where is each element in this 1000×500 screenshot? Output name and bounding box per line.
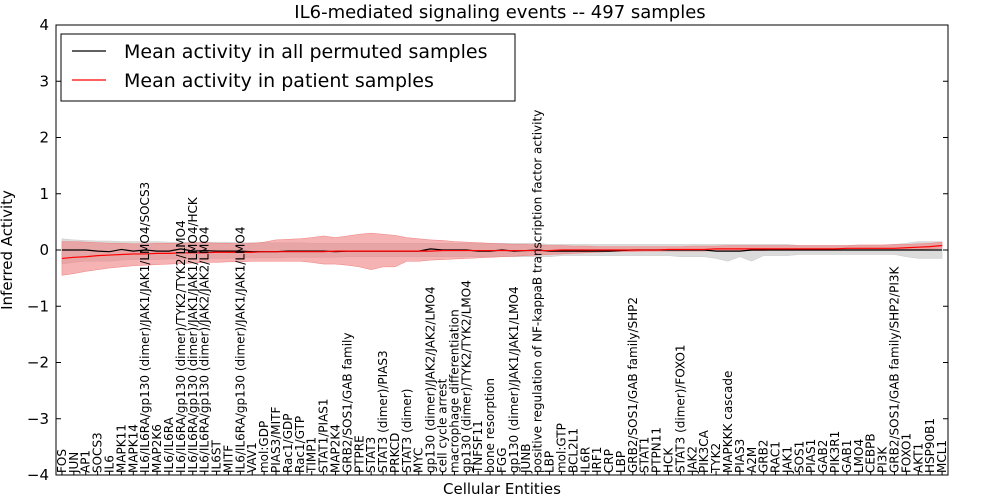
category-label: LBP	[614, 451, 628, 473]
category-label: FOXO1	[899, 433, 913, 473]
category-label: bone resorption	[483, 378, 497, 473]
category-label: MAP2K6	[150, 424, 164, 473]
category-label: TYK2	[709, 443, 723, 474]
category-label: BCL2L1	[566, 428, 580, 473]
x-axis-ticks	[61, 471, 943, 475]
category-label: HSP90B1	[923, 418, 937, 473]
category-label: STAT1/PIAS1	[317, 398, 331, 473]
category-label: gp130 (dimer)/TYK2/TYK2/LMO4	[459, 280, 473, 473]
category-label: IL6	[103, 455, 117, 473]
category-label: A2M	[745, 447, 759, 473]
category-label: AKT1	[911, 443, 925, 473]
category-label: FGG	[495, 448, 509, 474]
category-label: GAB1	[840, 440, 854, 473]
category-label: IL6ST	[210, 440, 224, 473]
category-label: PIAS3	[733, 439, 747, 473]
series-lines	[61, 244, 943, 260]
category-label: GRB2/SOS1/GAB family	[340, 333, 354, 474]
category-label: RAC1	[769, 441, 783, 473]
y-tick-label: −4	[27, 466, 49, 484]
category-label: IRF1	[590, 447, 604, 473]
category-label: GRB2/SOS1/GAB family/SHP2/PI3K	[887, 265, 901, 473]
category-label: LBP	[543, 451, 557, 473]
category-label: GAB2	[816, 440, 830, 473]
category-label: PIK3R1	[828, 431, 842, 473]
category-label: MAPK11	[114, 424, 128, 473]
category-label: IL6/IL6RA/gp130 (dimer)/JAK1/JAK1/LMO4/S…	[138, 182, 152, 473]
category-label: IL6R	[578, 447, 592, 473]
category-labels: FOSJUNAP1SOCS3IL6MAPK11MAPK14IL6/IL6RA/g…	[55, 110, 949, 474]
category-label: cell cycle arrest	[436, 378, 450, 473]
category-label: STAT3 (dimer)/FOXO1	[673, 344, 687, 473]
legend-label-permuted: Mean activity in all permuted samples	[124, 41, 487, 63]
category-label: JAK1	[780, 446, 794, 474]
y-axis-label: Inferred Activity	[0, 190, 16, 310]
category-label: CEBPB	[864, 433, 878, 473]
category-label: TIMP1	[305, 437, 319, 474]
category-label: mol:GDP	[257, 421, 271, 473]
category-label: PRKCD	[388, 433, 402, 473]
band-patient	[61, 232, 943, 276]
y-tick-label: 4	[39, 16, 49, 34]
category-label: GRB2/SOS1/GAB family/SHP2	[626, 297, 640, 473]
category-label: STAT3	[364, 437, 378, 473]
category-label: Rac1/GTP	[293, 416, 307, 473]
category-label: macrophage differentiation	[447, 309, 461, 473]
category-label: LMO4	[852, 439, 866, 473]
category-label: VAV1	[245, 442, 259, 473]
y-tick-label: −1	[27, 297, 49, 315]
category-label: PIK3CA	[697, 429, 711, 473]
category-label: PI3K	[876, 446, 890, 473]
category-label: MAP2K4	[328, 424, 342, 473]
legend-label-patient: Mean activity in patient samples	[124, 70, 434, 92]
category-label: MCL1	[935, 440, 949, 473]
category-label: STAT3 (dimer)/PIAS3	[376, 350, 390, 473]
category-label: MAPK14	[126, 424, 140, 473]
category-label: gp130 (dimer)/JAK1/JAK1/LMO4	[507, 286, 521, 473]
confidence-bands	[61, 232, 943, 276]
category-label: IL6/IL6RA/gp130 (dimer)/JAK2/JAK2/LMO4	[198, 227, 212, 473]
y-tick-label: 3	[39, 72, 49, 90]
category-label: PTPRE	[352, 435, 366, 473]
category-label: gp130 (dimer)/JAK2/JAK2/LMO4	[424, 286, 438, 473]
category-label: SOCS3	[91, 432, 105, 473]
category-label: MAPKKK cascade	[721, 371, 735, 473]
chart-title: IL6-mediated signaling events -- 497 sam…	[294, 2, 705, 23]
category-label: PIAS3/MITF	[269, 406, 283, 473]
y-tick-label: −2	[27, 354, 49, 372]
y-tick-label: 1	[39, 185, 49, 203]
category-label: IL6/IL6RA/gp130 (dimer)/TYK2/TYK2/LMO4	[174, 220, 188, 473]
category-label: SOS1	[792, 441, 806, 473]
category-label: TNFSF11	[471, 420, 485, 474]
category-label: STAT1	[638, 437, 652, 473]
category-label: GRB2	[757, 439, 771, 473]
category-label: positive regulation of NF-kappaB transcr…	[531, 110, 545, 473]
category-label: STAT3 (dimer)	[400, 389, 414, 473]
category-label: JUN	[67, 452, 81, 474]
y-tick-label: −3	[27, 410, 49, 428]
category-label: IL6/IL6RA/gp130 (dimer)/JAK1/JAK1/LMO4/H…	[186, 196, 200, 473]
category-label: CRP	[602, 449, 616, 473]
plot-frame	[55, 24, 949, 476]
category-label: MITF	[221, 445, 235, 473]
category-label: JAK2	[685, 446, 699, 474]
y-tick-label: 2	[39, 129, 49, 147]
x-axis-label: Cellular Entities	[443, 480, 561, 498]
category-label: PTPN11	[650, 427, 664, 473]
category-label: AP1	[79, 450, 93, 473]
category-label: mol:GTP	[554, 423, 568, 473]
category-label: Rac1/GDP	[281, 414, 295, 473]
y-tick-label: 0	[39, 241, 49, 259]
category-label: PIAS1	[804, 439, 818, 473]
line-patient	[61, 244, 943, 260]
category-label: MYC	[412, 448, 426, 473]
category-label: HCK	[662, 447, 676, 473]
category-label: FOS	[55, 449, 69, 473]
category-label: JUNB	[519, 443, 533, 474]
legend: Mean activity in all permuted samples Me…	[60, 33, 516, 102]
category-label: IL6/IL6RA	[162, 416, 176, 473]
category-label: IL6/IL6RA/gp130 (dimer)/JAK1/JAK1/LMO4	[233, 227, 247, 473]
legend-box	[60, 33, 516, 102]
